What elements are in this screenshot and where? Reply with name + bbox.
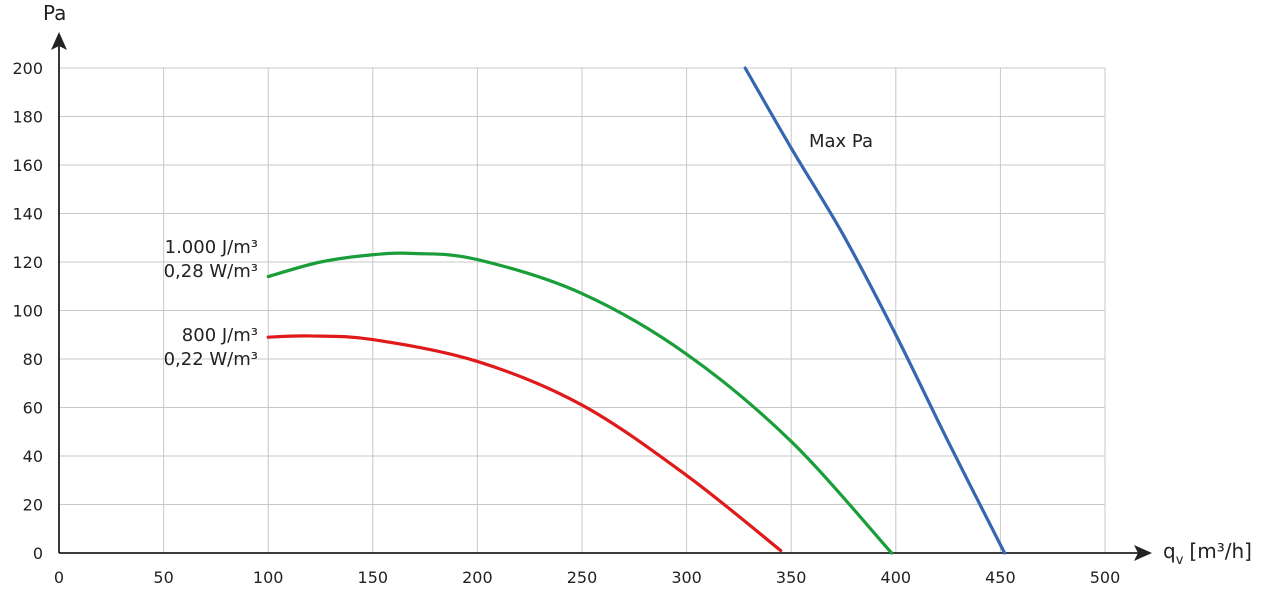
series-annotation-line: 0,28 W/m³ <box>164 261 258 282</box>
series-annotation-line: 0,22 W/m³ <box>164 349 258 370</box>
x-axis-label-subscript: v <box>1176 553 1184 568</box>
series-line-1 <box>266 251 894 555</box>
series-annotation-2: 800 J/m³ 0,22 W/m³ <box>164 325 258 370</box>
x-axis-label: qv [m³/h] <box>1163 539 1252 568</box>
series-annotations: 1.000 J/m³ 0,28 W/m³ 800 J/m³ 0,22 W/m³ Max … <box>164 131 873 370</box>
y-axis-label: Pa <box>43 1 66 25</box>
y-tick-label: 120 <box>12 253 43 272</box>
y-tick-label: 60 <box>23 399 43 418</box>
tick-labels: 0 50 100 150 200 250 300 350 400 450 500 0 20 40 60 80 1… <box>12 59 1120 587</box>
y-tick-label: 140 <box>12 205 43 224</box>
series-annotation-3: Max Pa <box>809 131 873 152</box>
series-annotation-line: 1.000 J/m³ <box>165 237 258 258</box>
y-tick-label: 0 <box>33 544 43 563</box>
x-tick-label: 250 <box>567 568 598 587</box>
y-tick-label: 180 <box>12 108 43 127</box>
series-lines <box>266 66 1007 555</box>
axes <box>51 32 1152 561</box>
x-tick-label: 50 <box>153 568 173 587</box>
y-tick-label: 200 <box>12 59 43 78</box>
y-axis-arrow-icon <box>51 32 67 50</box>
series-annotation-line: 800 J/m³ <box>182 325 258 346</box>
series-annotation-1: 1.000 J/m³ 0,28 W/m³ <box>164 237 258 282</box>
y-tick-label: 80 <box>23 350 43 369</box>
x-tick-label: 200 <box>462 568 493 587</box>
y-tick-label: 40 <box>23 447 43 466</box>
x-tick-label: 300 <box>671 568 702 587</box>
x-tick-label: 0 <box>54 568 64 587</box>
y-tick-label: 20 <box>23 496 43 515</box>
x-tick-label: 450 <box>985 568 1016 587</box>
x-axis-arrow-icon <box>1134 545 1152 561</box>
x-axis-label-unit: [m³/h] <box>1189 539 1252 563</box>
x-tick-label: 150 <box>358 568 389 587</box>
grid <box>59 67 1106 553</box>
x-tick-label: 400 <box>881 568 912 587</box>
series-line-3 <box>743 66 1007 555</box>
series-line-2 <box>266 334 783 553</box>
y-tick-label: 160 <box>12 156 43 175</box>
x-tick-label: 500 <box>1090 568 1121 587</box>
x-tick-label: 100 <box>253 568 284 587</box>
series-annotation-line: Max Pa <box>809 131 873 152</box>
y-tick-label: 100 <box>12 302 43 321</box>
x-tick-label: 350 <box>776 568 807 587</box>
x-axis-label-q: q <box>1163 539 1176 563</box>
